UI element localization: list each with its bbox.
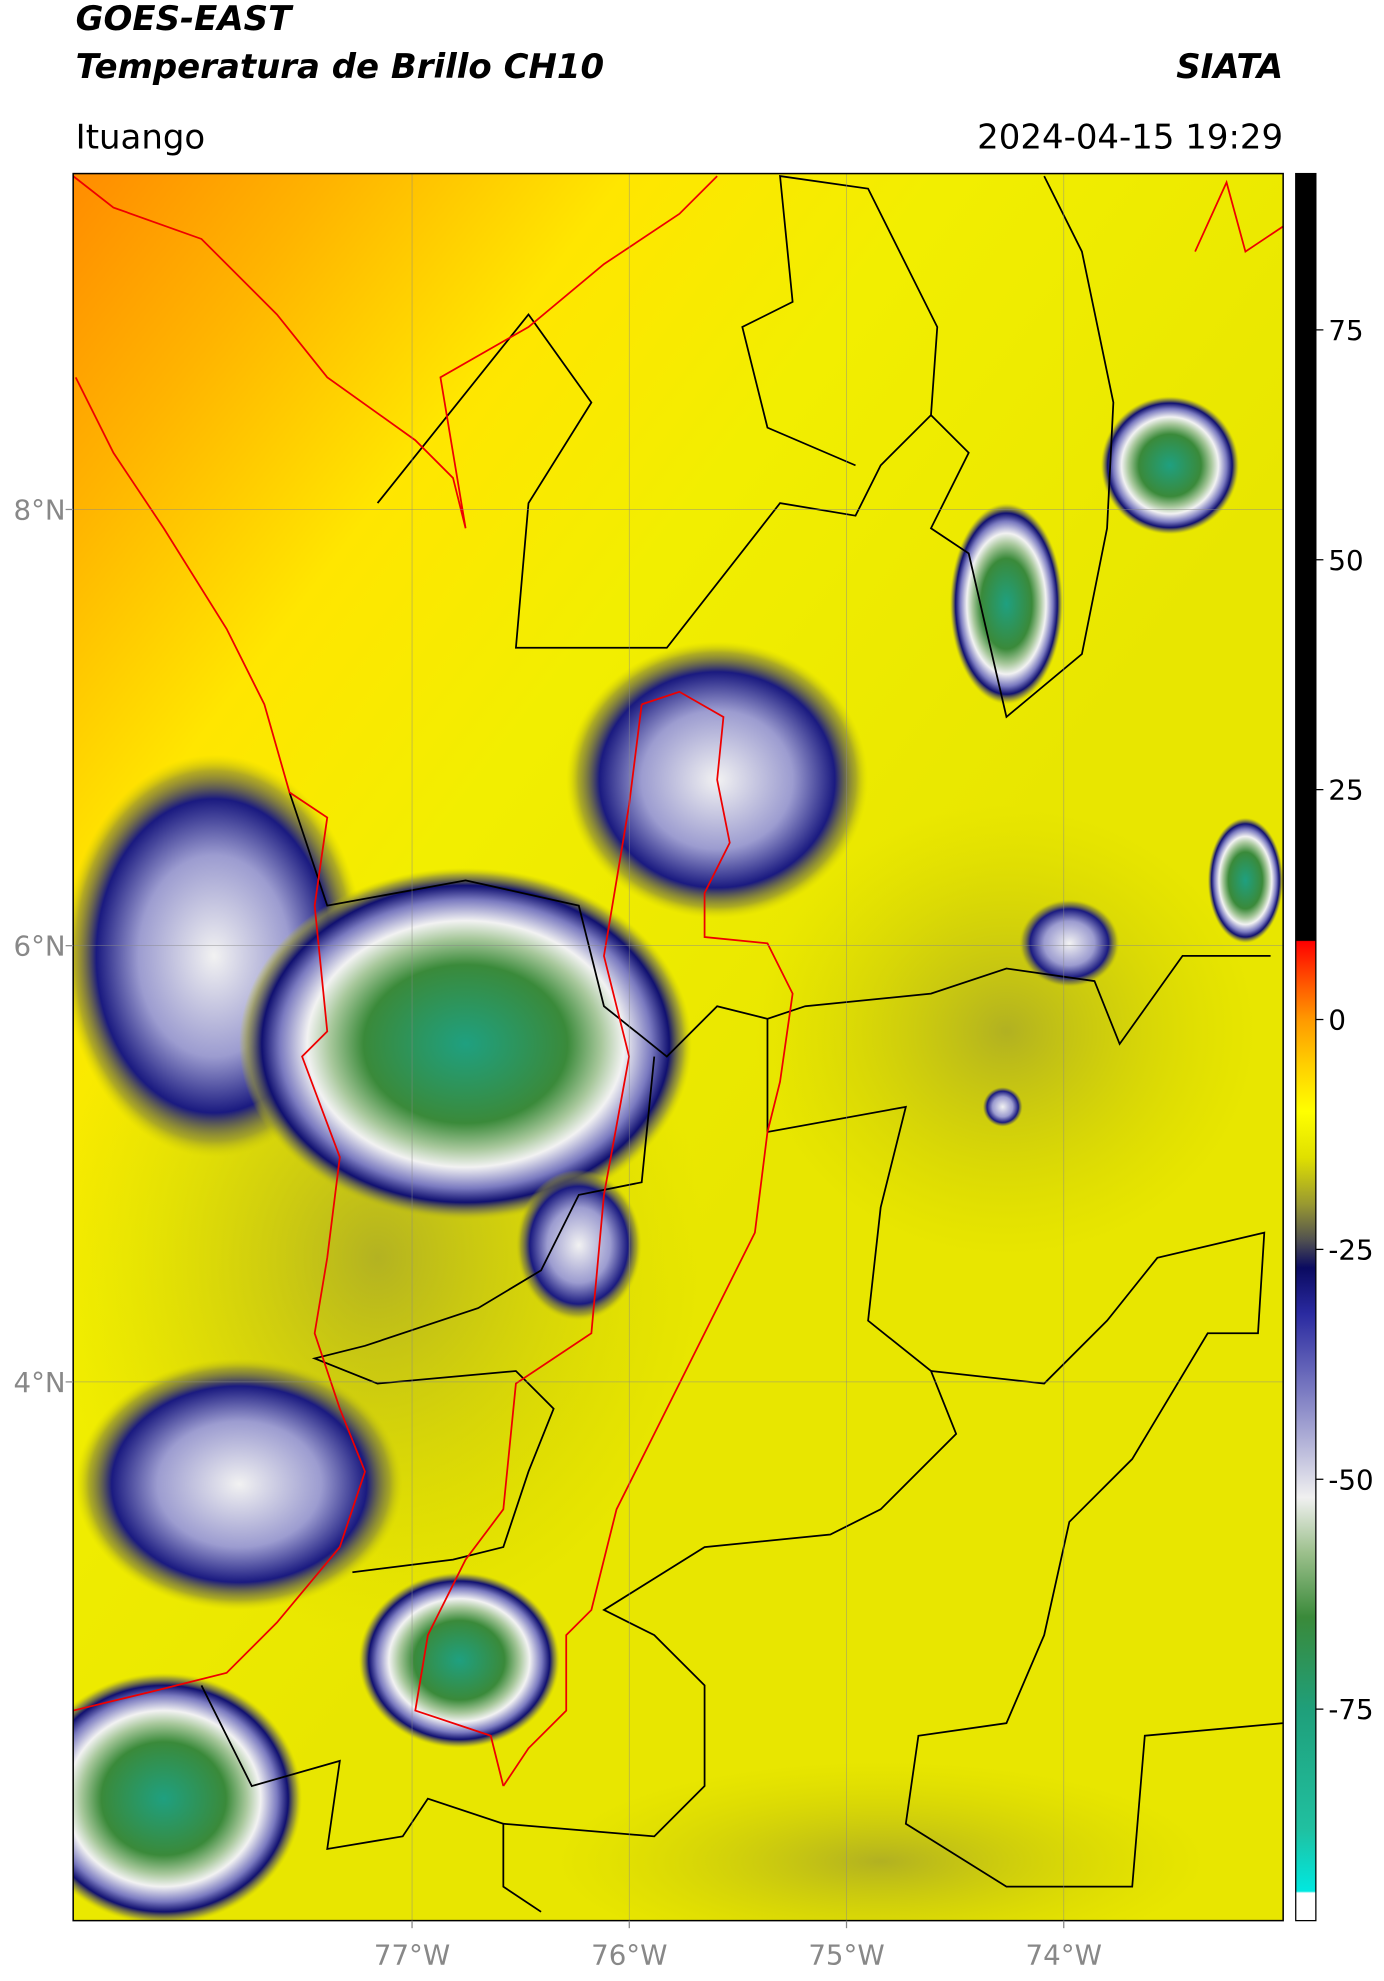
- colorbar-tick-label: 0: [1328, 1004, 1346, 1037]
- department-border: [502, 690, 794, 1787]
- cloud: [1019, 899, 1120, 988]
- cloud: [1207, 817, 1284, 944]
- x-tick-label: 75°W: [808, 1939, 884, 1972]
- cloud: [239, 867, 692, 1221]
- datetime: 2024-04-15 19:29: [977, 117, 1283, 157]
- borders: [200, 175, 1284, 1913]
- border: [904, 1231, 1284, 1888]
- map-frame: [72, 172, 1284, 1922]
- cloud: [1100, 396, 1240, 535]
- coast: [73, 175, 718, 529]
- colorbar-tick-label: 50: [1328, 544, 1363, 577]
- cloud: [73, 1672, 303, 1921]
- border: [311, 1056, 656, 1574]
- y-tick-label: 4°N: [14, 1366, 66, 1399]
- y-tick-label: 8°N: [14, 494, 66, 527]
- region: Ituango: [76, 117, 206, 157]
- graticule: [73, 173, 1284, 1921]
- border: [929, 175, 1115, 719]
- cloud: [515, 1169, 642, 1321]
- x-tick-label: 74°W: [1026, 1939, 1102, 1972]
- coast: [73, 376, 366, 1712]
- haze: [754, 804, 1258, 1258]
- x-tick-label: 76°W: [591, 1939, 667, 1972]
- border: [200, 1685, 542, 1913]
- department-border: [414, 704, 643, 1787]
- cloud: [75, 1358, 403, 1610]
- map-field: [73, 173, 1284, 1921]
- y-tick-label: 6°N: [14, 930, 66, 963]
- cloud: [982, 1086, 1023, 1127]
- border: [503, 1018, 958, 1838]
- colorbar-tick-label: -25: [1328, 1233, 1373, 1266]
- source: SIATA: [1176, 47, 1283, 87]
- colorbar-tick-label: 75: [1328, 314, 1363, 347]
- border: [376, 175, 939, 649]
- haze: [553, 1760, 1208, 1921]
- colorbar-tick-label: 25: [1328, 774, 1363, 807]
- cloud: [949, 503, 1064, 705]
- colorbar-tick-label: -75: [1328, 1693, 1373, 1726]
- cloud: [358, 1572, 560, 1749]
- subtitle: Temperatura de Brillo CH10: [76, 47, 604, 87]
- coast: [1194, 179, 1284, 253]
- colorbar: [1295, 172, 1317, 1922]
- colorbar-tick-label: -50: [1328, 1463, 1373, 1496]
- title: GOES-EAST: [76, 0, 294, 39]
- coastline: [73, 175, 1284, 1787]
- x-tick-label: 77°W: [374, 1939, 450, 1972]
